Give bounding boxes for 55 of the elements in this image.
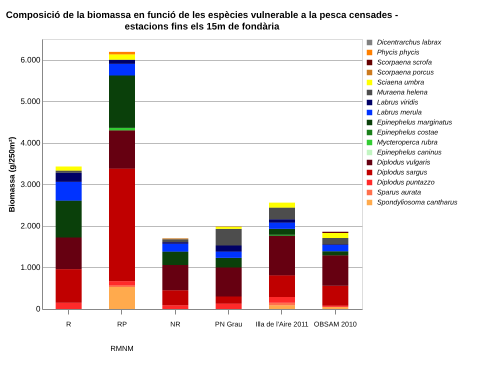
bar: [162, 290, 188, 306]
bar: [109, 54, 135, 60]
y-tick-label: 2.000: [20, 221, 42, 230]
bar: [109, 286, 135, 309]
bar: [162, 252, 188, 265]
bar: [56, 238, 82, 270]
bar: [322, 245, 348, 252]
bar: [162, 239, 188, 242]
bar: [109, 52, 135, 54]
bar: [216, 296, 242, 304]
bar: [109, 168, 135, 282]
y-tick-label: 6.000: [20, 55, 42, 64]
bar: [322, 255, 348, 286]
bar: [269, 202, 295, 208]
bar: [56, 269, 82, 303]
bar: [269, 219, 295, 223]
y-tick-label: 1.000: [20, 262, 42, 272]
bar: [216, 258, 242, 268]
bar: [56, 302, 82, 309]
bar: [216, 267, 242, 297]
bar: [322, 232, 348, 238]
bar: [269, 305, 295, 309]
bar: [109, 130, 135, 169]
y-axis-title: Biomassa (g/250m²): [7, 136, 16, 212]
bar: [56, 200, 82, 238]
bar: [109, 281, 135, 286]
bar: [109, 128, 135, 130]
bar: [109, 60, 135, 64]
bar: [216, 304, 242, 309]
bar: [269, 228, 295, 235]
bar: [56, 172, 82, 182]
bar: [162, 305, 188, 309]
y-tick-label: 4.000: [20, 138, 42, 148]
y-tick-label: 0: [36, 304, 42, 314]
bar: [269, 302, 295, 306]
bar: [162, 244, 188, 252]
bar: [322, 238, 348, 244]
bar: [322, 251, 348, 256]
y-tick-label: 5.000: [20, 96, 42, 106]
bar: [56, 166, 82, 171]
y-tick-label: 3.000: [20, 180, 42, 189]
bar: [216, 252, 242, 258]
bar: [216, 245, 242, 252]
bar: [162, 264, 188, 290]
bar: [269, 275, 295, 297]
bar: [322, 286, 348, 306]
bar: [109, 76, 135, 128]
bar: [109, 64, 135, 76]
chart-title: Composició de la biomassa en funció de les espècies vulnerable a la pesca censades - estacions fins els 15m de fondària: [6, 10, 398, 32]
bar: [269, 222, 295, 229]
bar: [269, 236, 295, 276]
bar: [269, 208, 295, 220]
bar: [269, 296, 295, 303]
bar: [56, 182, 82, 201]
bar: [216, 228, 242, 246]
